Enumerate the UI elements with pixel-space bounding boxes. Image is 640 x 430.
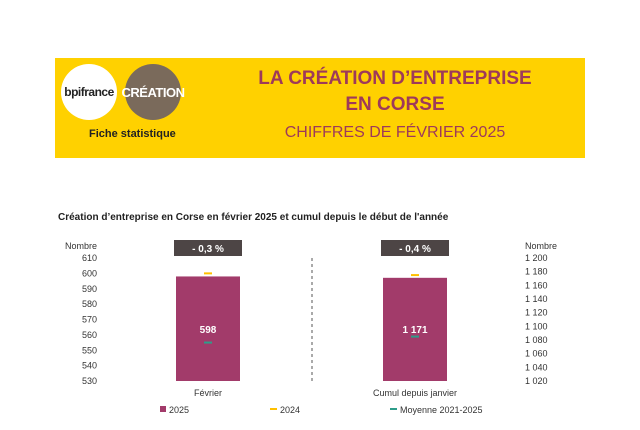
- left-tick-label: 590: [82, 284, 97, 294]
- change-badge-text: - 0,4 %: [399, 244, 431, 255]
- right-tick-label: 1 100: [525, 321, 548, 331]
- category-label: Cumul depuis janvier: [373, 388, 457, 398]
- legend-swatch-2025: [160, 406, 166, 412]
- fiche-label: Fiche statistique: [89, 128, 176, 140]
- page-title-line1: LA CRÉATION D’ENTREPRISE: [258, 68, 532, 89]
- left-tick-label: 580: [82, 299, 97, 309]
- right-tick-label: 1 020: [525, 376, 548, 386]
- right-tick-label: 1 120: [525, 308, 548, 318]
- bar-value-label: 1 171: [402, 325, 427, 336]
- bpifrance-logo: bpifrance: [61, 64, 117, 120]
- right-tick-label: 1 180: [525, 267, 548, 277]
- bpifrance-logo-text: bpifrance: [64, 85, 114, 99]
- left-tick-label: 570: [82, 315, 97, 325]
- right-tick-label: 1 200: [525, 253, 548, 263]
- bar-2025: [176, 276, 240, 381]
- legend-label-average: Moyenne 2021-2025: [400, 405, 483, 415]
- chart-title: Création d’entreprise en Corse en févrie…: [58, 212, 449, 223]
- creation-logo-text: CRÉATION: [121, 84, 185, 100]
- left-tick-label: 560: [82, 330, 97, 340]
- right-tick-label: 1 060: [525, 349, 548, 359]
- left-tick-label: 530: [82, 376, 97, 386]
- left-tick-label: 550: [82, 345, 97, 355]
- change-badge: [381, 240, 449, 256]
- creation-logo: CRÉATION: [122, 64, 185, 120]
- left-axis-label: Nombre: [65, 241, 97, 251]
- left-tick-label: 600: [82, 268, 97, 278]
- page-title-line2: EN CORSE: [345, 94, 445, 115]
- right-tick-label: 1 160: [525, 280, 548, 290]
- category-label: Février: [194, 388, 222, 398]
- change-badge: [174, 240, 242, 256]
- change-badge-text: - 0,3 %: [192, 244, 224, 255]
- right-tick-label: 1 080: [525, 335, 548, 345]
- left-tick-label: 540: [82, 361, 97, 371]
- bar-2025: [383, 277, 447, 381]
- left-tick-label: 610: [82, 253, 97, 263]
- page-subtitle: CHIFFRES DE FÉVRIER 2025: [284, 124, 506, 141]
- legend-label-2025: 2025: [169, 405, 189, 415]
- right-tick-label: 1 140: [525, 294, 548, 304]
- right-axis-label: Nombre: [525, 241, 557, 251]
- right-tick-label: 1 040: [525, 362, 548, 372]
- header-banner: bpifrance CRÉATION Fiche statistique LA …: [55, 58, 585, 158]
- bar-value-label: 598: [200, 325, 217, 336]
- legend-label-2024: 2024: [280, 405, 300, 415]
